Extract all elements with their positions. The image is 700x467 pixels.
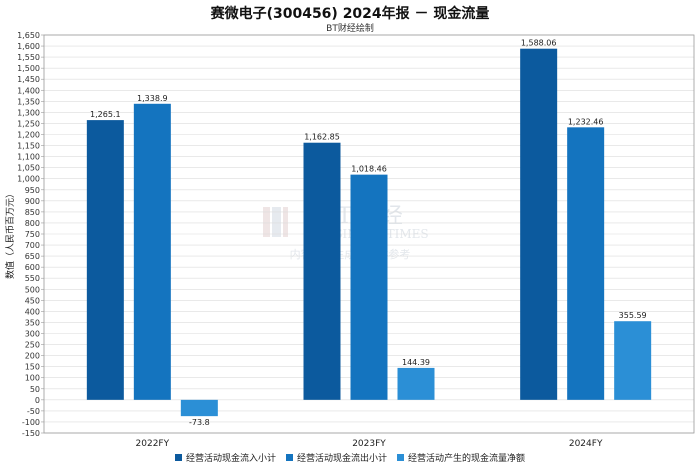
y-tick-label: 1,000 — [17, 175, 40, 184]
category-label: 2022FY — [136, 439, 170, 449]
y-tick-label: 750 — [25, 230, 40, 239]
y-tick-label: 1,350 — [17, 97, 40, 106]
bar — [180, 399, 218, 417]
y-tick-label: 1,500 — [17, 64, 40, 73]
data-labels: 1,265.1 1,338.9 -73.8 1,162.85 1,018.46 144.3… — [90, 39, 647, 427]
y-tick-label: 450 — [25, 296, 40, 305]
y-tick-label: 300 — [25, 330, 40, 339]
bars — [86, 48, 652, 417]
y-tick-label: 400 — [25, 307, 40, 316]
y-tick-label: 1,150 — [17, 142, 40, 151]
chart-title: 赛微电子(300456) 2024年报 － 现金流量 — [210, 6, 490, 22]
y-tick-label: 250 — [25, 341, 40, 350]
y-tick-label: 600 — [25, 263, 40, 272]
legend-label: 经营活动现金流入小计 — [185, 454, 276, 464]
data-label: 1,232.46 — [568, 117, 604, 126]
data-label: 1,588.06 — [521, 39, 557, 48]
legend-item: 经营活动产生的现金流量净额 — [397, 451, 525, 464]
y-tick-label: 500 — [25, 285, 40, 294]
y-tick-label: 200 — [25, 352, 40, 361]
watermark-logo-bar-3 — [283, 207, 288, 237]
bar — [614, 321, 652, 400]
y-tick-label: 1,300 — [17, 108, 40, 117]
chart-subtitle: BT财经绘制 — [326, 24, 374, 34]
category-label: 2023FY — [352, 439, 386, 449]
y-tick-label: 1,050 — [17, 164, 40, 173]
y-tick-label: 150 — [25, 363, 40, 372]
y-tick-label: 1,650 — [17, 31, 40, 40]
y-tick-label: 50 — [30, 385, 40, 394]
plot-frame — [43, 34, 695, 434]
watermark-logo-bar-1 — [263, 207, 270, 237]
data-label: 1,162.85 — [304, 133, 340, 142]
legend: 经营活动现金流入小计 经营活动现金流出小计 经营活动产生的现金流量净额 — [0, 451, 700, 464]
y-tick-label: 1,100 — [17, 153, 40, 162]
y-tick-label: 1,250 — [17, 119, 40, 128]
bar — [567, 127, 605, 400]
bar — [86, 120, 124, 400]
y-tick-label: 1,200 — [17, 131, 40, 140]
legend-label: 经营活动产生的现金流量净额 — [408, 454, 526, 464]
y-tick-label: 1,600 — [17, 42, 40, 51]
legend-item: 经营活动现金流出小计 — [285, 451, 387, 464]
y-tick-label: 1,550 — [17, 53, 40, 62]
y-axis-label: 数值（人民币百万元） — [4, 189, 16, 279]
y-tick-label: -100 — [22, 418, 40, 427]
y-tick-label: 900 — [25, 197, 40, 206]
y-tick-label: 950 — [25, 186, 40, 195]
y-tick-label: 700 — [25, 241, 40, 250]
y-tick-label: 100 — [25, 374, 40, 383]
y-tick-label: 0 — [35, 396, 40, 405]
bar — [133, 103, 171, 400]
bar — [397, 367, 435, 400]
legend-swatch — [174, 454, 182, 461]
legend-label: 经营活动现金流出小计 — [296, 454, 387, 464]
legend-swatch — [397, 454, 404, 461]
category-label: 2024FY — [569, 439, 603, 449]
y-tick-label: 550 — [25, 274, 40, 283]
y-tick-label: 650 — [25, 252, 40, 261]
data-label: 144.39 — [402, 358, 430, 367]
bar — [350, 174, 388, 400]
legend-item: 经营活动现金流入小计 — [174, 451, 276, 464]
data-label: 1,265.1 — [90, 110, 121, 119]
data-label: -73.8 — [189, 418, 210, 427]
data-label: 355.59 — [619, 311, 647, 320]
legend-swatch — [285, 454, 293, 461]
y-axis-ticks: -150 -100 -50 0 50 100 150 200 250 300 350 400 450 50… — [17, 31, 44, 438]
category-labels: 2022FY 2023FY 2024FY — [136, 439, 603, 449]
y-tick-label: 350 — [25, 318, 40, 327]
data-label: 1,338.9 — [137, 94, 168, 103]
y-tick-label: 800 — [25, 219, 40, 228]
watermark-logo-bar-2 — [272, 207, 281, 237]
y-tick-label: 850 — [25, 208, 40, 217]
bt-watermark: BT 财经 BUSINESS TIMES 内容由AI生成，仅供参考 — [263, 204, 429, 261]
y-tick-label: -50 — [27, 407, 40, 416]
y-tick-label: 1,450 — [17, 75, 40, 84]
y-tick-label: 1,400 — [17, 86, 40, 95]
y-tick-label: -150 — [22, 429, 40, 438]
bar — [520, 48, 558, 400]
bar — [303, 142, 341, 400]
data-label: 1,018.46 — [351, 165, 387, 174]
